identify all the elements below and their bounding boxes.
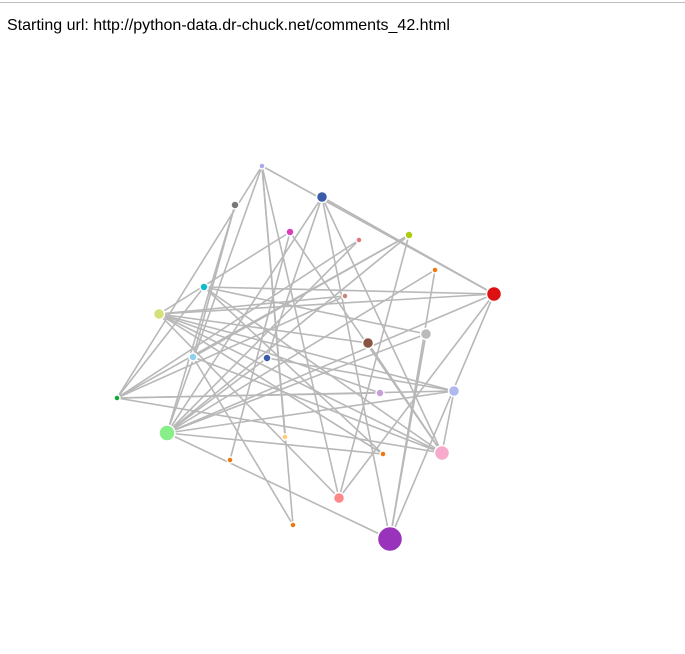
graph-node-n10[interactable] bbox=[152, 307, 166, 321]
graph-node-n20[interactable] bbox=[226, 456, 234, 464]
graph-link-n7-n25 bbox=[389, 293, 495, 540]
graph-link-n0-n18 bbox=[166, 165, 263, 434]
graph-node-n24[interactable] bbox=[289, 521, 297, 529]
graph-link-n10-n21 bbox=[158, 313, 384, 455]
graph-link-n9-n17 bbox=[116, 295, 346, 399]
top-divider bbox=[0, 2, 685, 3]
graph-node-n19[interactable] bbox=[281, 433, 289, 441]
graph-node-n6[interactable] bbox=[431, 266, 439, 274]
graph-node-n12[interactable] bbox=[361, 336, 375, 350]
graph-link-n7-n18 bbox=[166, 293, 495, 434]
graph-node-n23[interactable] bbox=[332, 491, 346, 505]
graph-link-n10-n16 bbox=[158, 313, 455, 392]
graph-link-n8-n21 bbox=[203, 286, 384, 455]
graph-node-n21[interactable] bbox=[379, 450, 387, 458]
graph-link-n18-n25 bbox=[166, 432, 391, 540]
graph-link-n2-n25 bbox=[321, 196, 391, 540]
graph-link-n5-n18 bbox=[166, 234, 410, 434]
graph-link-n10-n23 bbox=[158, 313, 340, 499]
graph-node-n15[interactable] bbox=[375, 388, 385, 398]
graph-node-n18[interactable] bbox=[158, 424, 176, 442]
graph-node-n2[interactable] bbox=[315, 190, 329, 204]
graph-link-n9-n10 bbox=[158, 295, 346, 315]
graph-link-n10-n22 bbox=[158, 313, 443, 454]
graph-link-n17-n22 bbox=[116, 397, 443, 454]
graph-node-n8[interactable] bbox=[199, 282, 209, 292]
graph-link-n5-n13 bbox=[192, 234, 410, 358]
graph-link-n8-n17 bbox=[116, 286, 205, 399]
graph-link-n1-n18 bbox=[166, 204, 236, 434]
graph-node-n13[interactable] bbox=[188, 352, 198, 362]
graph-link-n16-n18 bbox=[166, 390, 455, 434]
graph-link-n0-n17 bbox=[116, 165, 263, 399]
graph-node-n1[interactable] bbox=[230, 200, 240, 210]
graph-link-n16-n22 bbox=[441, 390, 455, 454]
graph-node-n5[interactable] bbox=[404, 230, 414, 240]
graph-nodes[interactable] bbox=[113, 162, 503, 553]
graph-node-n16[interactable] bbox=[447, 384, 461, 398]
graph-node-n7[interactable] bbox=[485, 285, 503, 303]
graph-link-n0-n23 bbox=[261, 165, 340, 499]
graph-node-n25[interactable] bbox=[376, 525, 404, 553]
graph-link-n10-n15 bbox=[158, 313, 381, 394]
graph-link-n14-n16 bbox=[266, 357, 455, 392]
graph-link-n2-n7 bbox=[321, 196, 495, 295]
graph-link-n4-n18 bbox=[166, 239, 360, 434]
graph-link-n5-n23 bbox=[338, 234, 410, 499]
graph-links bbox=[116, 165, 495, 540]
starting-url-label: Starting url: http://python-data.dr-chuc… bbox=[7, 17, 450, 34]
graph-link-n8-n11 bbox=[203, 286, 427, 335]
graph-node-n14[interactable] bbox=[262, 353, 272, 363]
graph-link-n10-n12 bbox=[158, 313, 369, 344]
graph-link-n2-n14 bbox=[266, 196, 323, 359]
graph-link-n3-n10 bbox=[158, 231, 291, 315]
graph-node-n3[interactable] bbox=[285, 227, 295, 237]
graph-link-n11-n18 bbox=[166, 333, 427, 434]
graph-node-n22[interactable] bbox=[433, 444, 451, 462]
graph-link-n7-n8 bbox=[203, 286, 495, 295]
graph-node-n17[interactable] bbox=[113, 394, 121, 402]
graph-node-n4[interactable] bbox=[355, 236, 363, 244]
graph-link-n17-n16 bbox=[116, 390, 455, 399]
graph-link-n11-n25 bbox=[389, 333, 427, 540]
graph-link-n13-n22 bbox=[192, 356, 443, 454]
graph-node-n11[interactable] bbox=[419, 327, 433, 341]
graph-node-n9[interactable] bbox=[341, 292, 349, 300]
graph-node-n0[interactable] bbox=[258, 162, 266, 170]
graph-link-n18-n21 bbox=[166, 432, 384, 455]
graph-link-n8-n22 bbox=[203, 286, 443, 454]
